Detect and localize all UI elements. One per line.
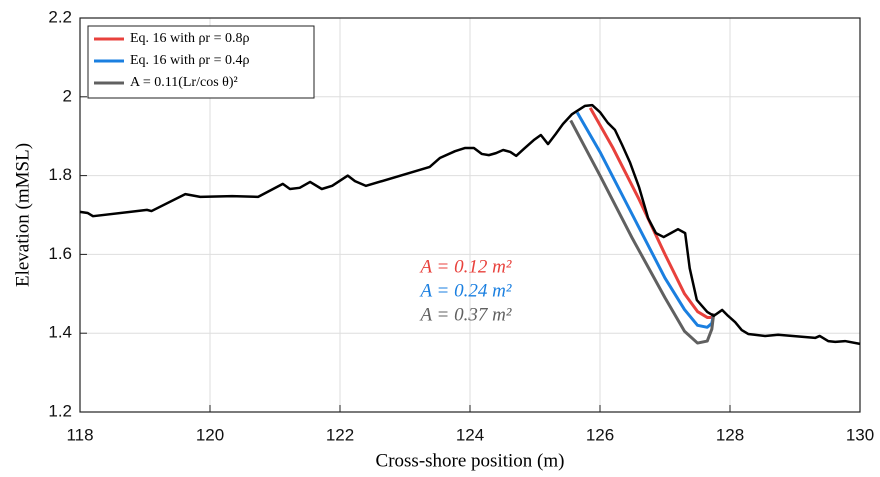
legend-label: A = 0.11(Lr/cos θ)² bbox=[130, 75, 238, 90]
x-tick-label: 120 bbox=[196, 425, 224, 444]
legend-label: Eq. 16 with ρr = 0.8ρ bbox=[130, 31, 249, 46]
legend: Eq. 16 with ρr = 0.8ρ Eq. 16 with ρr = 0.… bbox=[87, 25, 315, 99]
x-tick-label: 130 bbox=[846, 425, 874, 444]
x-tick-label: 118 bbox=[66, 425, 93, 444]
x-tick-label: 124 bbox=[456, 425, 484, 444]
data-line bbox=[588, 107, 716, 319]
y-tick-label: 1.4 bbox=[48, 323, 72, 342]
y-axis-label: Elevation (mMSL) bbox=[12, 143, 33, 287]
y-tick-label: 2.2 bbox=[48, 7, 72, 26]
legend-label: Eq. 16 with ρr = 0.4ρ bbox=[130, 53, 249, 68]
y-tick-label: 2 bbox=[63, 86, 72, 105]
data-line bbox=[569, 119, 716, 345]
legend-box bbox=[87, 25, 315, 99]
annotation: A = 0.12 m² bbox=[418, 256, 511, 277]
y-tick-label: 1.8 bbox=[48, 165, 72, 184]
x-tick-label: 128 bbox=[716, 425, 744, 444]
y-tick-label: 1.2 bbox=[48, 401, 72, 420]
x-tick-label: 126 bbox=[586, 425, 614, 444]
annotation: A = 0.24 m² bbox=[418, 280, 511, 301]
y-tick-label: 1.6 bbox=[48, 244, 72, 263]
data-line bbox=[575, 111, 716, 329]
x-tick-label: 122 bbox=[326, 425, 354, 444]
annotation: A = 0.37 m² bbox=[418, 304, 511, 325]
x-axis-label: Cross-shore position (m) bbox=[376, 450, 565, 471]
plot-frame bbox=[79, 17, 861, 413]
data-line bbox=[79, 103, 861, 346]
